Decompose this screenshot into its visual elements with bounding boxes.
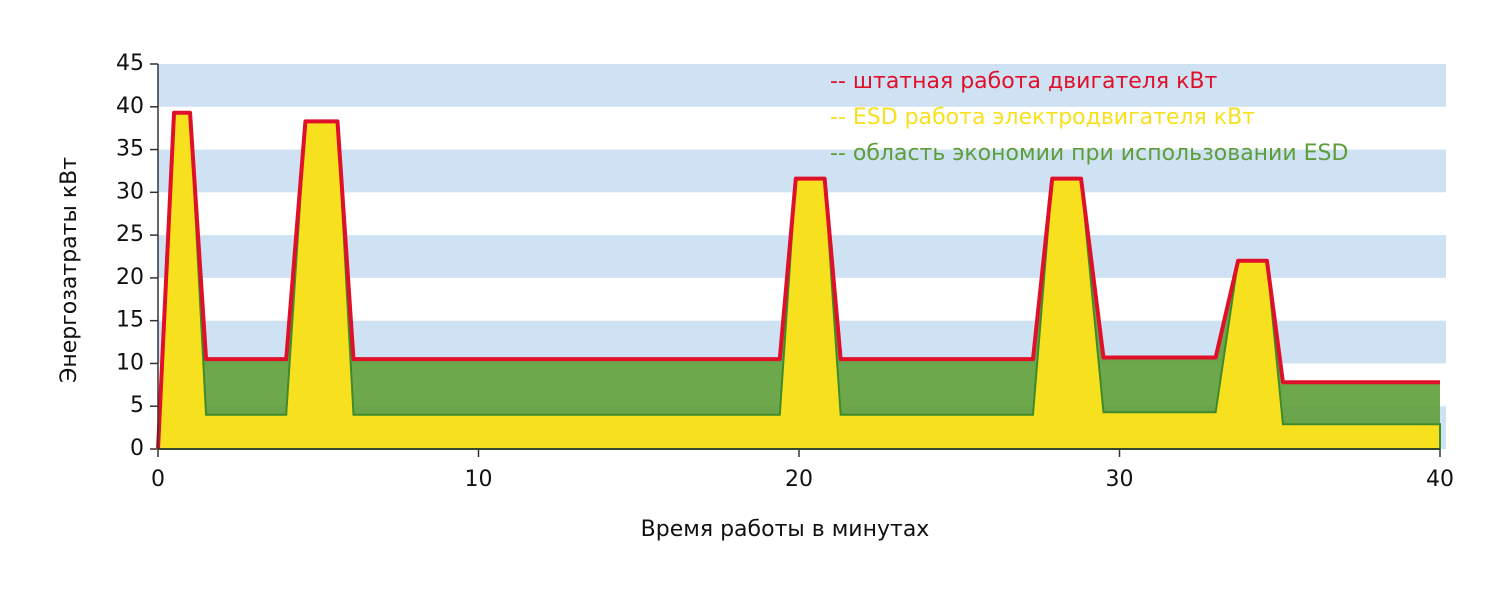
x-tick-label: 40 [1426,467,1454,492]
x-tick-label: 20 [785,467,813,492]
x-axis-label: Время работы в минутах [641,517,930,542]
x-tick-label: 10 [465,467,493,492]
y-tick-label: 35 [116,137,144,162]
y-tick-label: 40 [116,94,144,119]
y-tick-label: 15 [116,308,144,333]
y-tick-label: 45 [116,51,144,76]
y-axis-label: Энергозатраты кВт [57,157,82,383]
saving-area [158,112,1440,450]
y-tick-label: 20 [116,265,144,290]
legend-entry: -- штатная работа двигателя кВт [830,69,1218,94]
standard-line [156,110,1440,450]
y-tick-label: 30 [116,179,144,204]
x-tick-label: 30 [1106,467,1134,492]
x-tick-label: 0 [151,467,165,492]
y-tick-label: 25 [116,222,144,247]
y-tick-label: 5 [130,393,144,418]
y-tick-label: 0 [130,436,144,461]
legend-entry: -- область экономии при использовании ES… [830,141,1348,166]
background-stripe [158,64,1446,107]
y-tick-label: 10 [116,350,144,375]
legend-entry: -- ESD работа электродвигателя кВт [830,105,1255,130]
